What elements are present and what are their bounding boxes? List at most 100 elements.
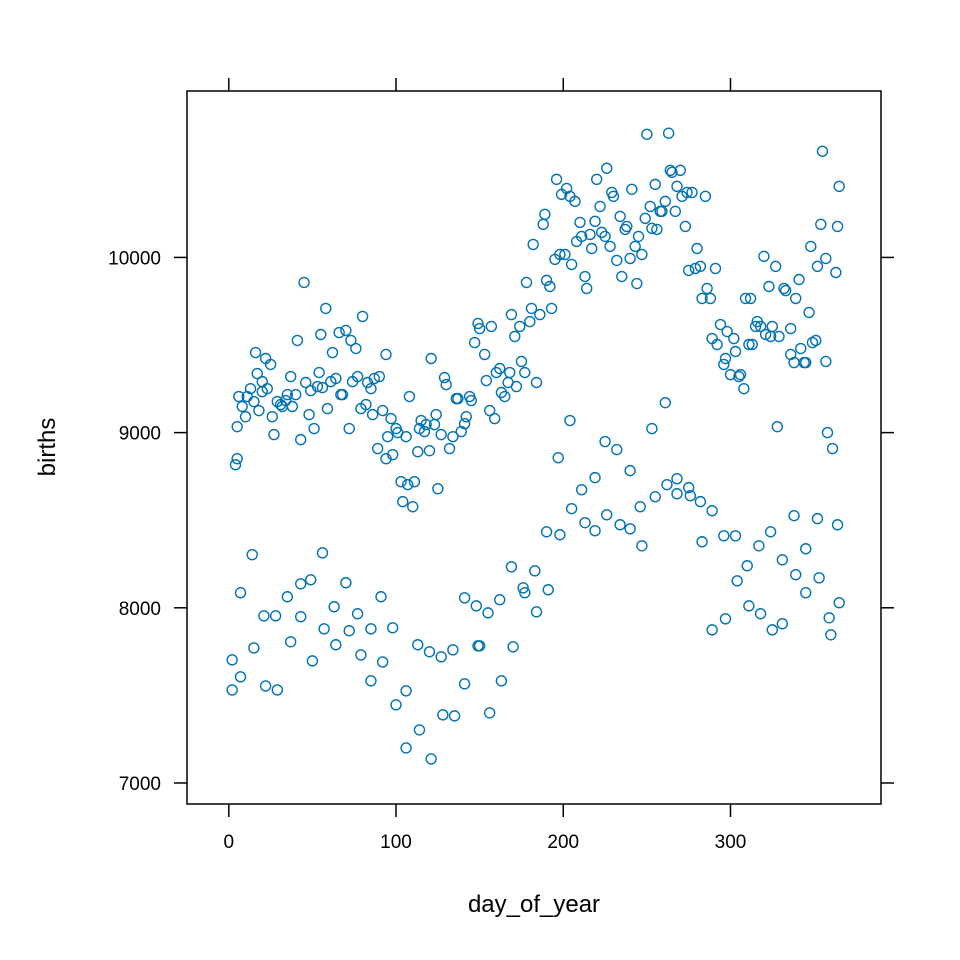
data-point: [420, 418, 432, 431]
data-point: [366, 408, 379, 421]
data-point: [813, 572, 825, 584]
data-point: [306, 655, 319, 667]
data-point: [764, 526, 777, 538]
data-point: [365, 382, 377, 395]
data-point: [468, 336, 481, 349]
data-point: [452, 392, 464, 405]
data-point: [284, 636, 297, 648]
data-point: [231, 453, 243, 465]
data-point: [266, 410, 278, 423]
data-point: [778, 282, 790, 295]
data-point: [524, 315, 536, 328]
x-axis-title: day_of_year: [468, 891, 600, 918]
data-point: [485, 320, 498, 333]
data-point: [790, 292, 802, 305]
data-point: [565, 258, 578, 271]
data-point: [330, 639, 342, 651]
data-point: [373, 370, 386, 383]
data-point: [295, 578, 307, 590]
data-point: [473, 640, 486, 652]
data-point: [402, 478, 414, 491]
data-point: [343, 422, 355, 435]
data-point: [729, 345, 742, 358]
data-point: [569, 195, 581, 208]
data-point: [631, 277, 643, 290]
data-point: [233, 390, 245, 403]
data-point: [714, 318, 727, 331]
data-point: [833, 597, 845, 609]
data-point: [264, 358, 277, 371]
data-point: [639, 212, 651, 225]
data-point: [473, 322, 486, 335]
data-point: [599, 230, 611, 243]
data-point: [248, 642, 260, 654]
data-point: [400, 742, 412, 754]
data-point: [423, 444, 436, 457]
data-point: [779, 284, 792, 297]
data-point: [465, 394, 477, 407]
data-point: [682, 481, 695, 494]
data-point: [671, 472, 683, 485]
data-point: [706, 624, 718, 636]
data-point: [589, 471, 601, 484]
data-point: [472, 317, 484, 330]
data-point: [351, 370, 364, 383]
data-point: [831, 519, 844, 531]
data-point: [435, 651, 447, 663]
data-point: [811, 260, 824, 273]
data-point: [315, 328, 327, 341]
data-point: [333, 326, 345, 339]
data-point: [460, 410, 472, 423]
data-point: [559, 248, 571, 261]
data-point: [279, 394, 292, 407]
data-point: [408, 475, 421, 488]
data-point: [656, 205, 668, 218]
data-point: [407, 501, 419, 513]
data-point: [706, 505, 718, 517]
data-point: [649, 491, 661, 503]
data-point: [340, 324, 352, 337]
data-point: [575, 484, 588, 496]
x-tick-label: 0: [224, 832, 235, 853]
data-point: [289, 388, 302, 401]
data-point: [580, 282, 593, 295]
data-point: [793, 273, 805, 286]
data-point: [494, 594, 506, 606]
data-point: [376, 404, 389, 417]
data-point: [743, 600, 755, 612]
data-point: [515, 355, 528, 368]
data-point: [355, 649, 367, 661]
data-point: [239, 410, 252, 423]
data-point: [831, 220, 844, 233]
data-point: [810, 334, 822, 347]
data-point: [478, 348, 491, 361]
data-point: [719, 352, 732, 365]
data-point: [691, 242, 703, 255]
data-point: [800, 543, 812, 555]
data-point: [671, 488, 683, 500]
data-point: [368, 372, 380, 385]
data-point: [763, 280, 775, 293]
data-point: [519, 366, 531, 379]
data-point: [661, 478, 673, 491]
data-point: [699, 190, 712, 202]
data-point: [788, 509, 800, 522]
data-point: [316, 547, 329, 559]
data-point: [636, 540, 648, 552]
data-point: [753, 540, 765, 552]
data-point: [662, 127, 675, 139]
data-point: [719, 613, 732, 625]
data-point: [552, 451, 564, 464]
data-point: [328, 601, 340, 613]
data-point: [579, 516, 591, 529]
data-point: [754, 320, 767, 333]
data-point: [281, 591, 294, 603]
data-point: [621, 220, 633, 233]
data-point: [649, 178, 661, 191]
data-point: [805, 240, 817, 253]
data-point: [644, 200, 656, 213]
data-point: [564, 414, 576, 427]
data-point: [284, 370, 297, 383]
data-point: [483, 707, 496, 719]
